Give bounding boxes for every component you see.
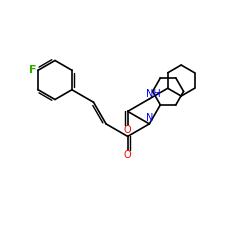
Text: O: O [124, 125, 132, 135]
Text: N: N [146, 114, 153, 124]
Text: O: O [124, 150, 132, 160]
Text: F: F [29, 65, 36, 75]
Text: NH: NH [146, 90, 161, 100]
